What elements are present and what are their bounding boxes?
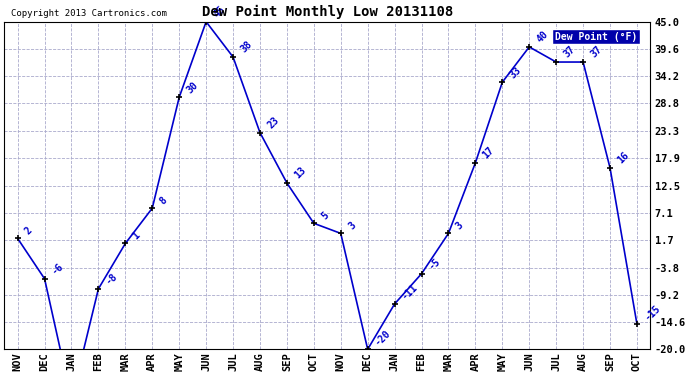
Text: 33: 33 <box>508 64 523 80</box>
Text: 3: 3 <box>346 220 357 231</box>
Text: Dew Point (°F): Dew Point (°F) <box>555 32 638 42</box>
Text: -20: -20 <box>373 328 393 347</box>
Title: Dew Point Monthly Low 20131108: Dew Point Monthly Low 20131108 <box>201 5 453 19</box>
Text: 13: 13 <box>293 165 308 181</box>
Text: -6: -6 <box>50 261 66 277</box>
Text: 3: 3 <box>454 220 465 231</box>
Text: -30: -30 <box>0 374 1 375</box>
Text: 38: 38 <box>239 39 254 55</box>
Text: 40: 40 <box>535 29 550 45</box>
Text: 37: 37 <box>589 45 604 60</box>
Text: -11: -11 <box>400 282 420 302</box>
Text: 45: 45 <box>212 4 227 20</box>
Text: -15: -15 <box>642 302 662 322</box>
Text: 1: 1 <box>131 230 142 241</box>
Text: 16: 16 <box>615 150 631 166</box>
Text: 2: 2 <box>23 225 34 236</box>
Text: 23: 23 <box>266 115 281 130</box>
Text: -5: -5 <box>427 256 442 272</box>
Text: -8: -8 <box>104 271 119 286</box>
Text: 8: 8 <box>158 195 169 206</box>
Text: 30: 30 <box>185 80 200 95</box>
Text: Copyright 2013 Cartronics.com: Copyright 2013 Cartronics.com <box>10 9 166 18</box>
Text: 37: 37 <box>562 45 577 60</box>
Text: 5: 5 <box>319 210 331 221</box>
Text: 17: 17 <box>481 145 496 160</box>
